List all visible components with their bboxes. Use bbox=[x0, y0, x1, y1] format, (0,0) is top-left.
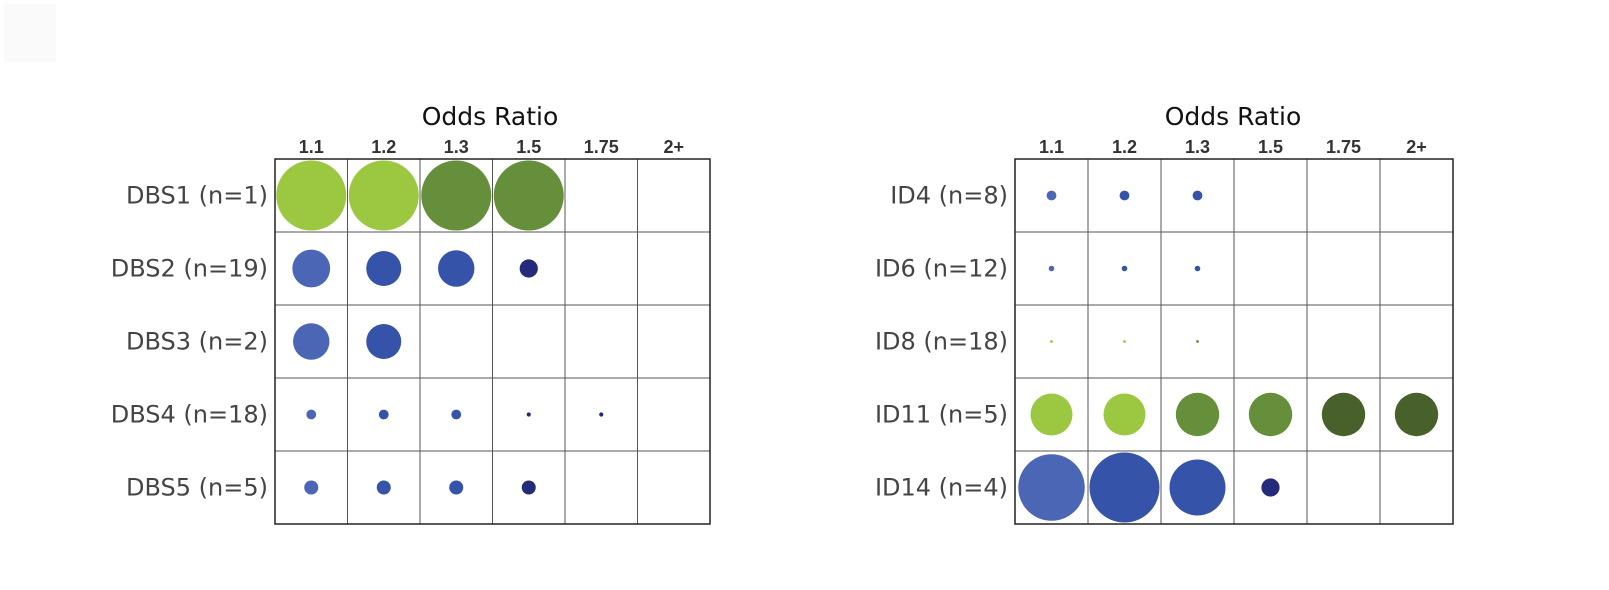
bubble bbox=[519, 259, 538, 278]
bubble bbox=[1169, 459, 1226, 516]
bubble bbox=[493, 160, 564, 231]
bubble bbox=[451, 409, 462, 420]
chart-frame bbox=[1014, 158, 1454, 525]
corner-mark bbox=[4, 4, 56, 62]
row-label: ID4 (n=8) bbox=[890, 182, 1008, 210]
bubble bbox=[1194, 265, 1201, 272]
column-label: 1.2 bbox=[1112, 137, 1137, 157]
bubble bbox=[1261, 478, 1280, 497]
row-label: DBS3 (n=2) bbox=[126, 328, 268, 356]
row-label: DBS5 (n=5) bbox=[126, 474, 268, 502]
row-label: DBS1 (n=1) bbox=[126, 182, 268, 210]
bubble bbox=[366, 251, 402, 286]
bubble bbox=[306, 409, 317, 420]
bubble bbox=[293, 323, 330, 360]
row-label: ID11 (n=5) bbox=[875, 401, 1008, 429]
bubble bbox=[1103, 393, 1146, 436]
bubble bbox=[276, 160, 347, 231]
column-label: 1.1 bbox=[1039, 137, 1064, 157]
bubble bbox=[1175, 392, 1220, 437]
bubble bbox=[1048, 265, 1055, 272]
bubble bbox=[1050, 340, 1053, 343]
bubble bbox=[1018, 454, 1085, 521]
chart-title: Odds Ratio bbox=[422, 102, 559, 131]
bubble bbox=[1123, 340, 1126, 343]
row-label: DBS2 (n=19) bbox=[111, 255, 268, 283]
column-label: 1.5 bbox=[516, 137, 541, 157]
row-label: ID6 (n=12) bbox=[875, 255, 1008, 283]
bubble bbox=[1248, 392, 1293, 437]
bubble bbox=[599, 412, 604, 417]
column-label: 1.75 bbox=[584, 137, 619, 157]
row-label: ID8 (n=18) bbox=[875, 328, 1008, 356]
chart-frame bbox=[274, 158, 711, 525]
bubble bbox=[1119, 190, 1130, 201]
column-label: 1.75 bbox=[1326, 137, 1361, 157]
column-label: 1.3 bbox=[1185, 137, 1210, 157]
row-label: DBS4 (n=18) bbox=[111, 401, 268, 429]
bubble bbox=[304, 480, 319, 495]
bubble bbox=[526, 412, 531, 417]
column-label: 1.5 bbox=[1258, 137, 1283, 157]
chart-1: Odds Ratio 1.1 1.2 1.3 1.5 1.75 2+ DBS1 (n=1) DB… bbox=[111, 102, 711, 525]
bubble bbox=[1321, 392, 1366, 437]
bubble bbox=[449, 480, 464, 495]
bubble bbox=[376, 480, 391, 495]
bubble bbox=[1046, 190, 1057, 201]
chart-title: Odds Ratio bbox=[1165, 102, 1302, 131]
bubble bbox=[1196, 340, 1199, 343]
column-label: 1.3 bbox=[444, 137, 469, 157]
bubble bbox=[1394, 392, 1439, 437]
bubble bbox=[1030, 393, 1073, 436]
bubble bbox=[421, 160, 492, 231]
bubble bbox=[292, 249, 331, 288]
column-label: 2+ bbox=[1406, 137, 1427, 157]
column-label: 1.1 bbox=[299, 137, 324, 157]
bubble bbox=[1121, 265, 1128, 272]
bubble bbox=[521, 480, 536, 495]
bubble bbox=[366, 324, 402, 359]
column-label: 1.2 bbox=[371, 137, 396, 157]
column-label: 2+ bbox=[663, 137, 684, 157]
bubble bbox=[378, 409, 389, 420]
bubble bbox=[1089, 452, 1160, 523]
bubble bbox=[438, 250, 475, 287]
bubble bbox=[348, 160, 419, 231]
bubble bbox=[1192, 190, 1203, 201]
chart-2: Odds Ratio 1.1 1.2 1.3 1.5 1.75 2+ ID4 (n=8) ID6… bbox=[875, 102, 1454, 525]
row-label: ID14 (n=4) bbox=[875, 474, 1008, 502]
